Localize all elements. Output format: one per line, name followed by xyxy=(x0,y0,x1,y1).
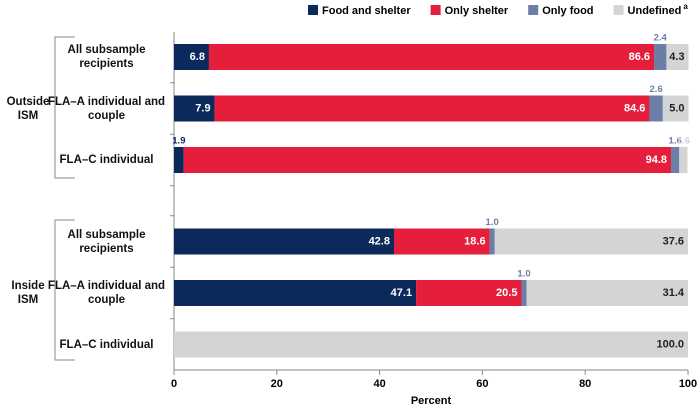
legend-swatch xyxy=(613,5,624,15)
bar-segment xyxy=(174,331,688,358)
legend-label: Food and shelter xyxy=(322,5,411,17)
value-label: 1.6 xyxy=(669,136,682,147)
bar-segment xyxy=(526,280,688,306)
value-label: 4.3 xyxy=(669,51,684,63)
bar-segment xyxy=(662,95,689,122)
legend-swatch xyxy=(430,5,441,15)
value-label: 2.4 xyxy=(654,33,668,44)
category-label: FLA–A individual and couple xyxy=(47,95,166,122)
category-label: All subsample recipients xyxy=(67,228,146,255)
category-label: FLA–C individual xyxy=(59,338,154,351)
bar-segment xyxy=(174,228,394,255)
value-label: 47.1 xyxy=(391,287,412,299)
bar-segment xyxy=(654,44,667,70)
value-label: 37.6 xyxy=(663,235,684,247)
value-label: 1.9 xyxy=(172,136,185,147)
bar-segment xyxy=(416,280,522,306)
bar-segment xyxy=(489,228,495,255)
value-label: 18.6 xyxy=(464,235,485,247)
bar-segment xyxy=(649,95,663,122)
value-label: 5.0 xyxy=(669,102,684,114)
bar-segment xyxy=(494,228,688,255)
value-label: 1.0 xyxy=(517,269,530,280)
group-label: Inside ISM xyxy=(11,280,45,306)
bar-segment xyxy=(174,147,184,173)
x-axis-label: Percent xyxy=(411,395,452,407)
value-label: 1.0 xyxy=(486,217,499,228)
value-label: 6.8 xyxy=(190,51,205,63)
value-label: 86.6 xyxy=(629,51,650,63)
legend-swatch xyxy=(528,5,539,15)
bar-segment xyxy=(679,147,688,173)
x-tick-label: 60 xyxy=(476,378,488,390)
bar-segment xyxy=(521,280,527,306)
legend-note: a xyxy=(683,2,688,11)
bar-segment xyxy=(174,95,215,122)
bar-segment xyxy=(208,44,655,70)
bar-segment xyxy=(393,228,490,255)
bar-segment xyxy=(666,44,689,70)
value-label: 94.8 xyxy=(646,154,667,166)
x-tick-label: 20 xyxy=(271,378,283,390)
legend-label: Only shelter xyxy=(445,5,509,17)
value-label: 84.6 xyxy=(624,102,645,114)
x-tick-label: 100 xyxy=(679,378,697,390)
x-tick-label: 80 xyxy=(579,378,591,390)
bar-segment xyxy=(174,280,417,306)
category-label: FLA–C individual xyxy=(59,154,154,166)
x-tick-label: 40 xyxy=(373,378,385,390)
bar-segment xyxy=(174,44,209,70)
value-label: 2.6 xyxy=(650,84,663,95)
category-label: All subsample recipients xyxy=(67,44,146,70)
group-label: Outside ISM xyxy=(6,95,50,122)
bar-segment xyxy=(183,147,672,173)
value-label: 20.5 xyxy=(496,287,517,299)
group-bracket xyxy=(54,219,75,361)
value-label: 42.8 xyxy=(369,235,390,247)
category-label: FLA–A individual and couple xyxy=(47,280,166,306)
x-tick-label: 0 xyxy=(171,378,177,390)
value-label: 100.0 xyxy=(656,338,684,350)
group-bracket xyxy=(54,36,75,179)
bar-segment xyxy=(214,95,650,122)
value-label: 7.9 xyxy=(195,102,210,114)
value-label: 1.6 xyxy=(677,136,690,147)
legend-label: Undefined xyxy=(628,5,682,17)
legend-swatch xyxy=(308,5,318,15)
value-label: 31.4 xyxy=(663,287,685,299)
bar-segment xyxy=(671,147,680,173)
legend-label: Only food xyxy=(542,5,593,17)
